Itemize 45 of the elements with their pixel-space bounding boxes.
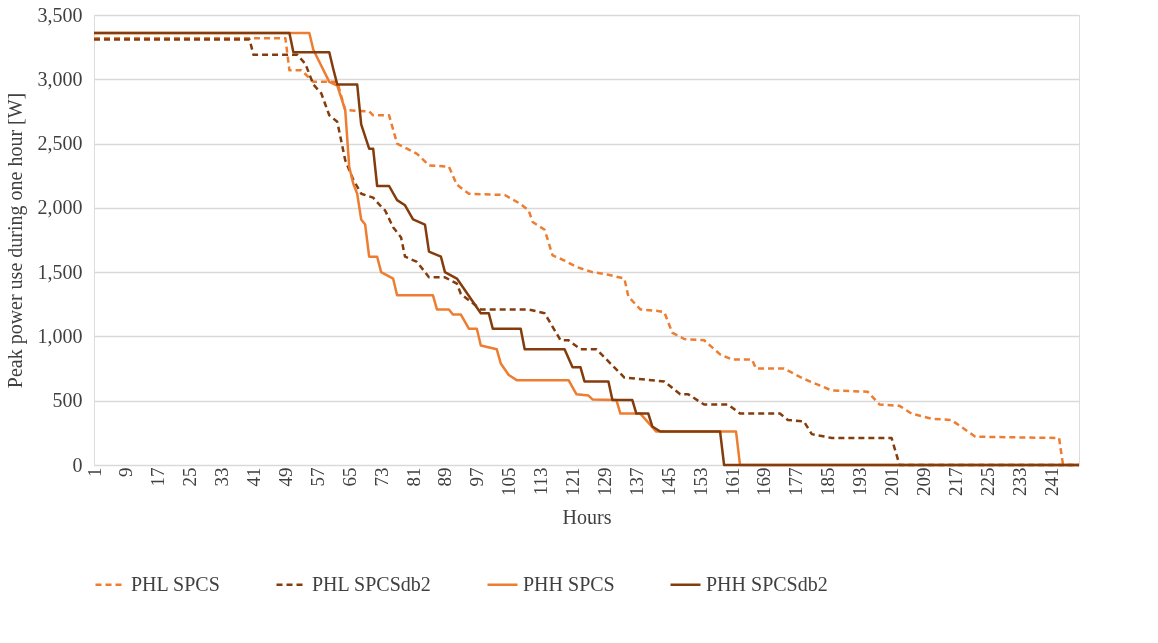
legend-label: PHL SPCS xyxy=(131,572,220,595)
y-axis-title: Peak power use during one hour [W] xyxy=(3,92,27,389)
x-tick-label: 57 xyxy=(306,467,328,487)
x-tick-label: 153 xyxy=(689,467,711,496)
y-tick-label: 0 xyxy=(72,453,83,476)
x-tick-label: 185 xyxy=(817,467,839,496)
x-tick-label: 49 xyxy=(274,467,296,487)
y-tick-label: 1,500 xyxy=(37,260,83,283)
y-tick-label: 500 xyxy=(52,389,83,412)
x-tick-label: 105 xyxy=(498,467,520,496)
y-tick-label: 2,500 xyxy=(37,132,83,155)
legend-label: PHH SPCS xyxy=(523,572,615,595)
legend-label: PHH SPCSdb2 xyxy=(706,572,828,595)
x-tick-label: 89 xyxy=(434,467,456,487)
x-tick-label: 161 xyxy=(721,467,743,496)
legend-label: PHL SPCSdb2 xyxy=(312,572,431,595)
x-tick-label: 177 xyxy=(785,467,807,496)
x-tick-label: 113 xyxy=(530,467,552,496)
x-tick-label: 9 xyxy=(115,467,137,477)
x-tick-label: 193 xyxy=(849,467,871,496)
x-tick-label: 81 xyxy=(402,467,424,487)
x-tick-label: 17 xyxy=(147,467,169,487)
x-tick-label: 145 xyxy=(657,467,679,496)
x-tick-label: 41 xyxy=(243,467,265,487)
x-tick-label: 201 xyxy=(881,467,903,496)
x-axis-title: Hours xyxy=(562,506,612,528)
x-tick-label: 209 xyxy=(912,467,934,496)
y-tick-label: 3,000 xyxy=(37,67,83,90)
x-tick-label: 65 xyxy=(338,467,360,487)
x-tick-label: 169 xyxy=(753,467,775,496)
x-tick-label: 121 xyxy=(562,467,584,496)
x-tick-label: 97 xyxy=(466,467,488,487)
x-tick-label: 233 xyxy=(1008,467,1030,496)
y-tick-label: 3,500 xyxy=(37,3,83,26)
x-tick-label: 225 xyxy=(976,467,998,496)
y-tick-label: 2,000 xyxy=(37,196,83,219)
y-tick-label: 1,000 xyxy=(37,324,83,347)
x-tick-label: 241 xyxy=(1040,467,1062,496)
x-tick-label: 217 xyxy=(944,467,966,496)
x-tick-label: 73 xyxy=(370,467,392,487)
x-tick-label: 137 xyxy=(625,467,647,496)
x-tick-label: 25 xyxy=(179,467,201,487)
x-tick-label: 129 xyxy=(593,467,615,496)
x-tick-label: 33 xyxy=(211,467,233,487)
x-tick-label: 1 xyxy=(83,467,105,477)
